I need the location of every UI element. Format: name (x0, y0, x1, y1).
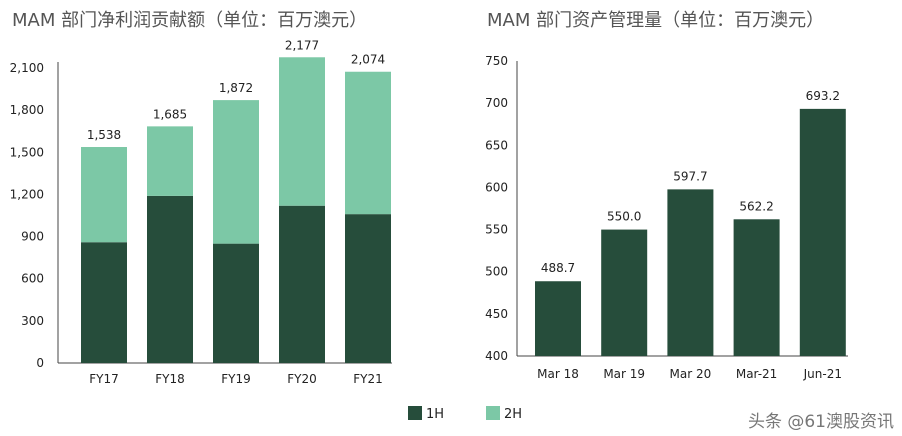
chart2-bar (799, 108, 846, 356)
chart1-xtick-label: FY17 (89, 372, 119, 386)
chart2-value-label: 597.7 (673, 169, 707, 183)
chart1-ytick-label: 300 (21, 314, 44, 328)
chart1-xtick-label: FY18 (155, 372, 185, 386)
chart2-ytick-label: 550 (485, 223, 508, 237)
chart2-bar (733, 219, 780, 356)
chart2-xtick-label: Mar 19 (603, 367, 645, 381)
chart1-bar-2h (81, 147, 127, 243)
legend-label-1h: 1H (426, 407, 445, 422)
chart2-bar (535, 281, 581, 356)
legend-swatch-2h (486, 406, 500, 420)
legend-item-2h: 2H (486, 406, 522, 422)
chart1-bar-2h (345, 71, 391, 215)
chart1-ytick-label: 0 (36, 356, 44, 370)
chart1-bar-1h (147, 195, 193, 363)
chart2-ytick-label: 400 (485, 349, 508, 363)
chart1-ytick-label: 1,200 (10, 187, 44, 201)
chart2-xtick-label: Jun-21 (803, 367, 842, 381)
chart2-ytick-label: 650 (485, 138, 508, 152)
legend-swatch-1h (408, 406, 422, 420)
chart2-value-label: 693.2 (806, 89, 840, 103)
chart1-bar-2h (279, 57, 325, 206)
chart2-xtick-label: Mar 20 (670, 367, 712, 381)
chart2-ytick-label: 450 (485, 307, 508, 321)
chart1-ytick-label: 600 (21, 272, 44, 286)
chart1-ytick-label: 1,500 (10, 145, 44, 159)
chart1-xtick-label: FY21 (353, 372, 383, 386)
chart2-xtick-label: Mar-21 (736, 367, 777, 381)
chart1-bar-1h (345, 214, 391, 363)
chart1-ytick-label: 2,100 (10, 61, 44, 75)
chart2-title: MAM 部门资产管理量（单位：百万澳元） (487, 10, 825, 31)
chart1-bar-1h (279, 205, 325, 363)
chart2-ytick-label: 750 (485, 54, 508, 68)
chart1-bar-2h (213, 100, 259, 244)
chart2-bar (601, 229, 648, 356)
chart1-bar-1h (81, 242, 127, 363)
chart1-xtick-label: FY19 (221, 372, 251, 386)
chart2-xtick-label: Mar 18 (537, 367, 579, 381)
chart1-bar-2h (147, 126, 193, 196)
chart1-ytick-label: 1,800 (10, 103, 44, 117)
chart1-total-label: 2,177 (285, 38, 319, 52)
chart2-value-label: 488.7 (541, 261, 575, 275)
chart1-total-label: 1,872 (219, 81, 253, 95)
chart1-bar-1h (213, 243, 259, 363)
chart2-ytick-label: 700 (485, 96, 508, 110)
chart2-value-label: 550.0 (607, 210, 641, 224)
watermark-text: 头条 @61澳股资讯 (747, 412, 894, 432)
legend-item-1h: 1H (408, 406, 444, 422)
chart1-ytick-label: 900 (21, 230, 44, 244)
chart2-bar (667, 189, 714, 356)
chart1-total-label: 1,538 (87, 128, 121, 142)
chart1-xtick-label: FY20 (287, 372, 317, 386)
chart1-title: MAM 部门净利润贡献额（单位：百万澳元） (12, 10, 368, 31)
chart1-total-label: 2,074 (351, 53, 385, 67)
chart1-total-label: 1,685 (153, 107, 187, 121)
chart2-value-label: 562.2 (739, 199, 773, 213)
legend-label-2h: 2H (504, 407, 523, 422)
chart2-ytick-label: 600 (485, 180, 508, 194)
chart2-ytick-label: 500 (485, 265, 508, 279)
